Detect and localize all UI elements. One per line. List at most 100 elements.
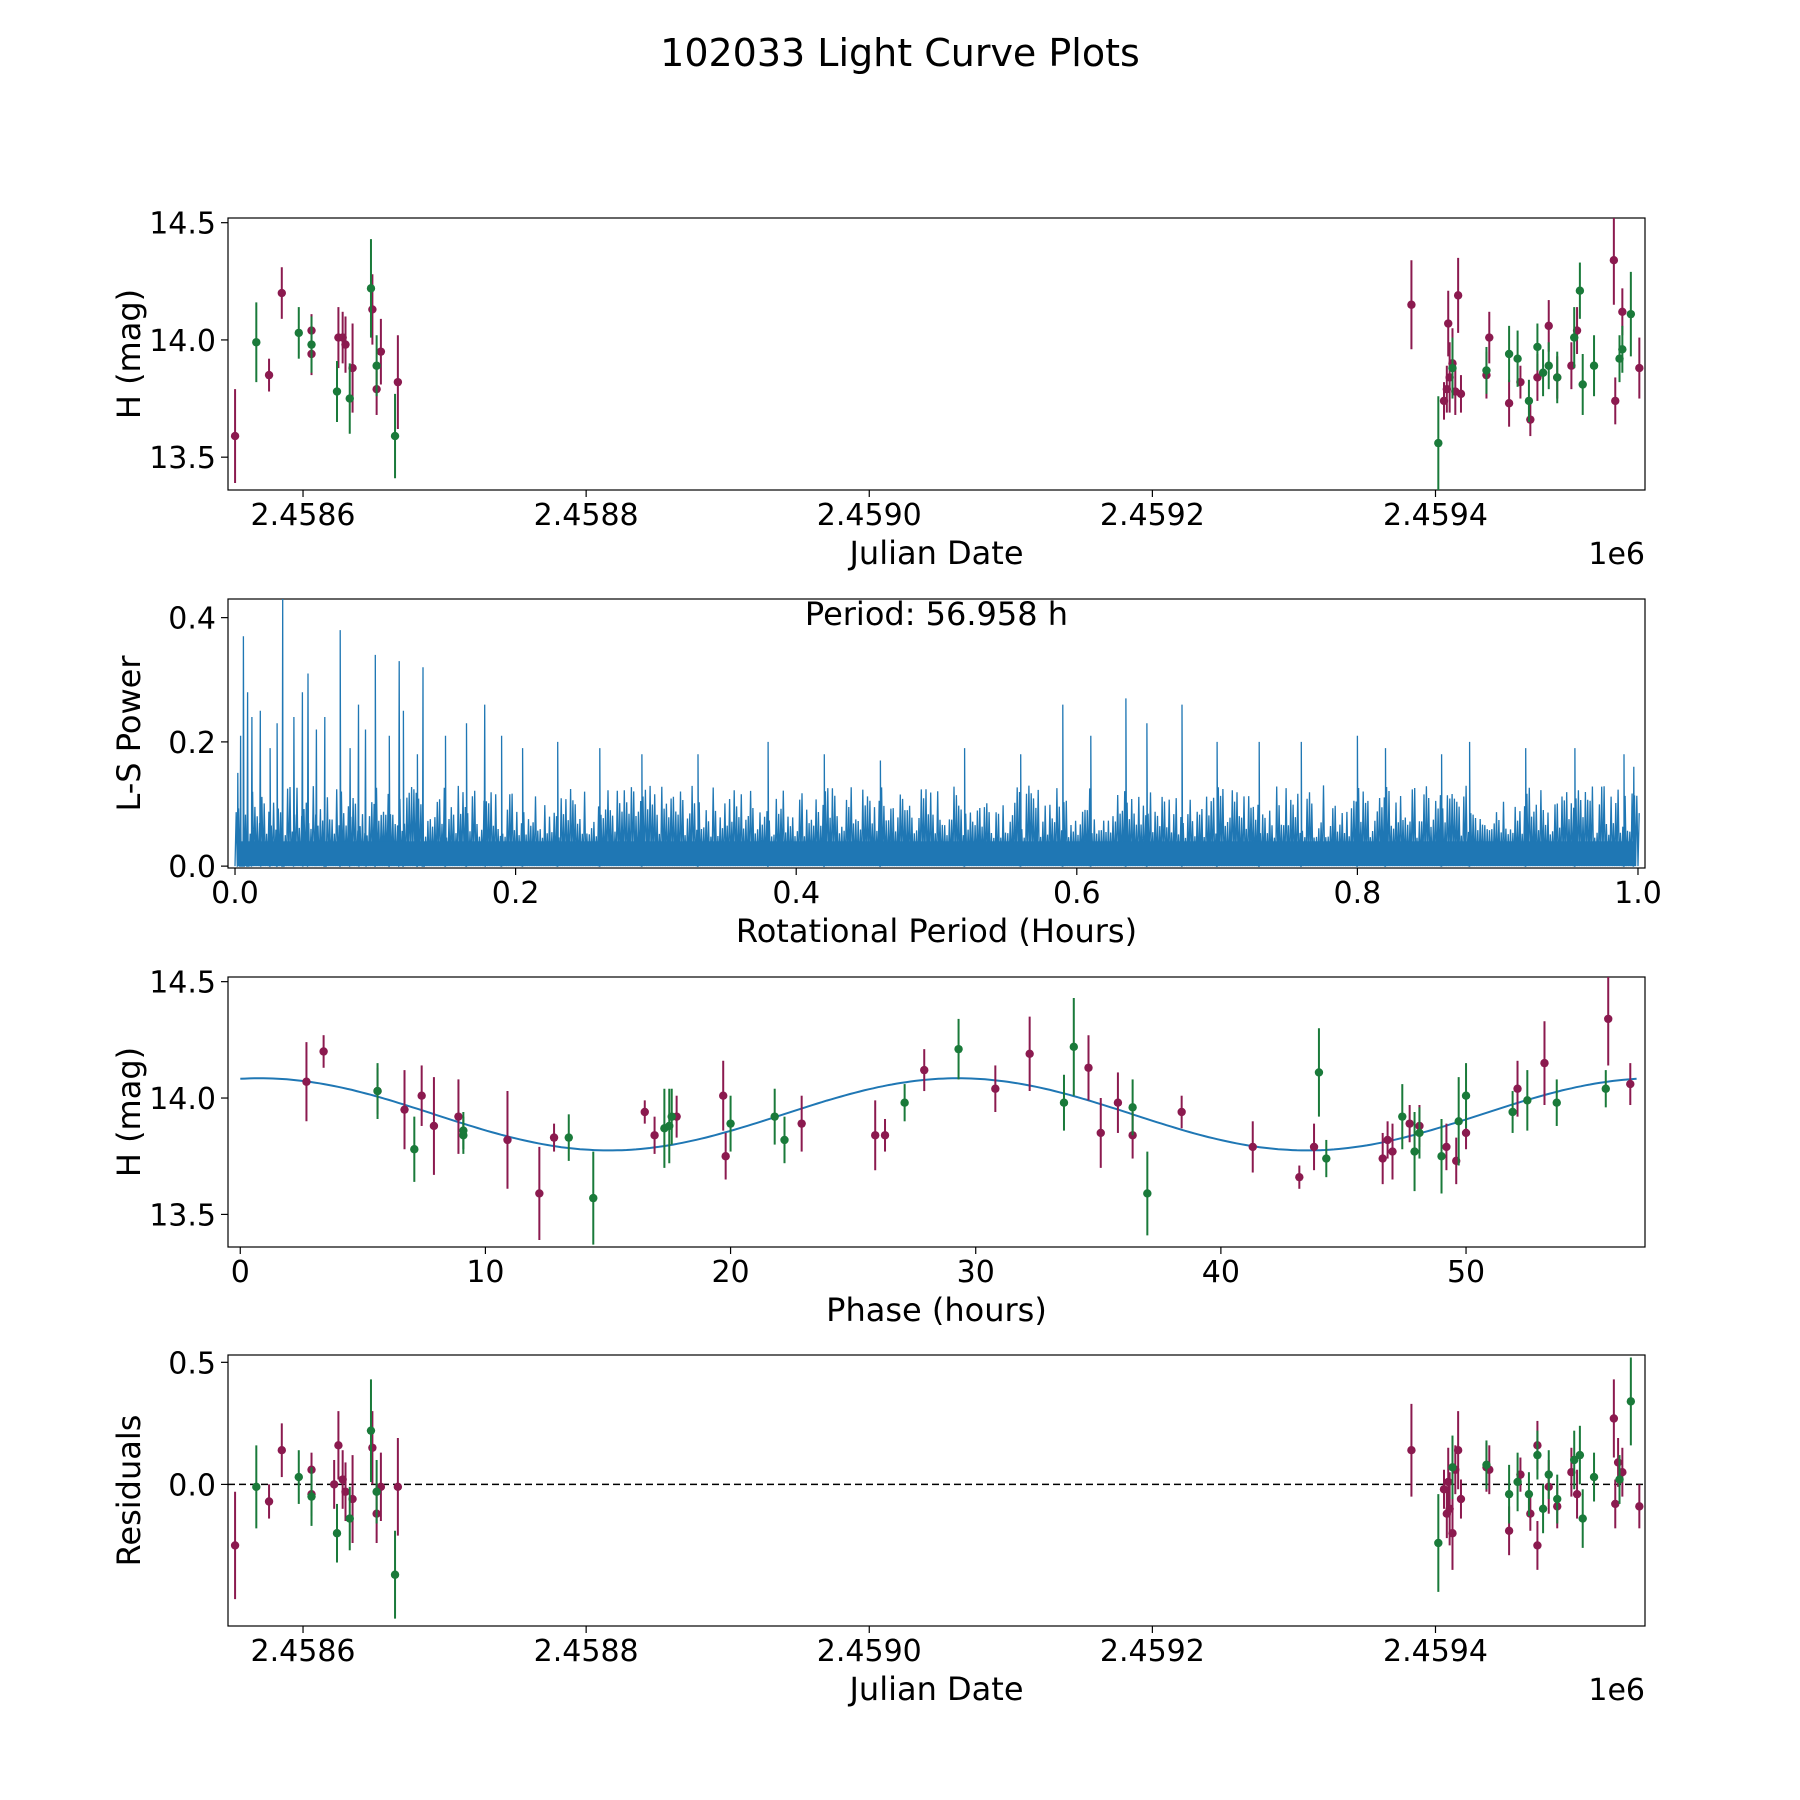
data-point xyxy=(252,1482,261,1492)
data-point xyxy=(797,1119,806,1128)
data-point xyxy=(880,1131,890,1140)
x-tick-label: 2.4586 xyxy=(251,498,356,533)
data-point xyxy=(264,1497,274,1506)
x-tick-label: 2.4594 xyxy=(1383,1634,1488,1669)
data-point xyxy=(1615,1475,1624,1484)
data-point xyxy=(373,1086,382,1096)
y-tick-label: 13.5 xyxy=(149,441,216,476)
y-tick-label: 14.0 xyxy=(149,324,216,359)
data-point xyxy=(332,1529,342,1538)
x-tick-label: 1.0 xyxy=(1614,876,1662,911)
data-point xyxy=(277,1446,286,1455)
data-point xyxy=(1398,1112,1407,1121)
y-axis-label: H (mag) xyxy=(110,1047,148,1177)
y-axis-label: Residuals xyxy=(110,1415,148,1567)
data-point xyxy=(1552,1098,1561,1107)
y-axis-label: L-S Power xyxy=(110,655,148,812)
data-point xyxy=(1544,1470,1553,1479)
data-point xyxy=(1635,1502,1644,1511)
data-point xyxy=(1533,1450,1542,1460)
axes-frame xyxy=(227,976,1646,1248)
data-point xyxy=(1601,1084,1610,1093)
data-point xyxy=(1626,1079,1635,1089)
data-point xyxy=(1434,1538,1443,1548)
x-tick-label: 2.4588 xyxy=(534,498,639,533)
data-point xyxy=(341,1487,350,1496)
periodogram-noise-floor xyxy=(237,841,1636,867)
data-point xyxy=(390,431,400,441)
data-point xyxy=(393,377,403,387)
data-point xyxy=(920,1065,929,1075)
x-tick-label: 2.4588 xyxy=(534,1634,639,1669)
data-point xyxy=(230,1541,240,1550)
data-point xyxy=(345,394,354,403)
y-tick-label: 14.5 xyxy=(149,207,216,242)
data-point xyxy=(549,1133,559,1142)
plot-area xyxy=(230,218,1644,490)
x-offset-text: 1e6 xyxy=(1588,1673,1645,1708)
data-point xyxy=(1248,1142,1257,1152)
data-point xyxy=(393,1482,403,1492)
data-point xyxy=(294,1472,303,1482)
data-point xyxy=(1444,1477,1453,1487)
data-point xyxy=(307,340,316,349)
data-point xyxy=(1626,1397,1636,1406)
data-point xyxy=(1461,1091,1471,1100)
data-point xyxy=(721,1152,730,1161)
data-point xyxy=(991,1084,1000,1093)
data-point xyxy=(1448,1463,1457,1472)
data-point xyxy=(1544,321,1553,331)
data-point xyxy=(1454,1117,1463,1126)
data-point xyxy=(1572,1489,1582,1499)
data-point xyxy=(1504,399,1514,408)
data-point xyxy=(345,1514,354,1523)
data-point xyxy=(454,1112,463,1121)
x-tick-label: 2.4594 xyxy=(1383,498,1488,533)
period-annotation: Period: 56.958 h xyxy=(805,595,1068,633)
data-point xyxy=(1295,1172,1304,1182)
x-axis-label: Julian Date xyxy=(847,1670,1023,1708)
data-point xyxy=(900,1098,909,1107)
x-tick-label: 10 xyxy=(466,1255,504,1290)
x-axis-label: Rotational Period (Hours) xyxy=(736,912,1137,950)
data-point xyxy=(1113,1098,1123,1107)
data-point xyxy=(1533,1541,1542,1550)
data-point xyxy=(1538,1504,1548,1514)
data-point xyxy=(1456,389,1466,399)
figure-title: 102033 Light Curve Plots xyxy=(660,31,1140,75)
data-point xyxy=(1578,1514,1587,1523)
data-point xyxy=(410,1145,419,1154)
data-point xyxy=(1544,361,1553,370)
data-point xyxy=(341,340,350,349)
x-tick-label: 2.4590 xyxy=(817,1634,922,1669)
data-point xyxy=(1626,309,1636,319)
data-point xyxy=(1485,333,1494,342)
data-point xyxy=(366,284,376,293)
fit-model-curve xyxy=(240,1077,1637,1152)
data-point xyxy=(1611,1499,1620,1509)
data-point xyxy=(726,1119,735,1128)
data-point xyxy=(1635,363,1644,373)
data-point xyxy=(1482,1460,1491,1470)
data-point xyxy=(1513,1477,1522,1487)
data-point xyxy=(1314,1068,1324,1077)
y-tick-label: 0.0 xyxy=(168,850,216,885)
x-tick-label: 30 xyxy=(957,1255,995,1290)
data-point xyxy=(307,1492,316,1501)
data-point xyxy=(1553,373,1562,382)
data-point xyxy=(366,1426,376,1435)
data-point xyxy=(1618,345,1627,354)
x-tick-label: 2.4592 xyxy=(1100,1634,1205,1669)
data-point xyxy=(329,1480,339,1489)
data-point xyxy=(1526,1509,1535,1518)
data-point xyxy=(1504,1526,1514,1535)
x-tick-label: 0.2 xyxy=(492,876,540,911)
data-point xyxy=(1526,415,1535,424)
data-point xyxy=(390,1570,400,1579)
data-point xyxy=(1609,256,1619,265)
data-point xyxy=(871,1131,880,1140)
data-point xyxy=(954,1044,963,1054)
data-point xyxy=(376,347,386,356)
y-tick-label: 13.5 xyxy=(149,1198,216,1233)
data-point xyxy=(1604,1014,1613,1024)
